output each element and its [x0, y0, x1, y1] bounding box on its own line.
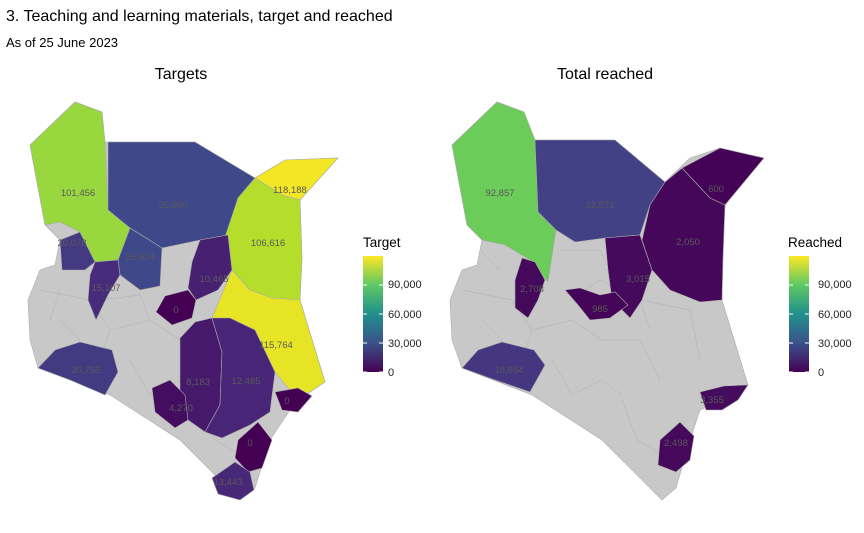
- targets-label: 10,465: [199, 274, 228, 285]
- page-subtitle: As of 25 June 2023: [6, 35, 119, 50]
- reached-region-18654: [461, 341, 546, 393]
- targets-label: 20,078: [57, 238, 86, 249]
- targets-label: 12,485: [231, 376, 260, 387]
- page-title: 3. Teaching and learning materials, targ…: [6, 8, 393, 25]
- targets-region-13443: [211, 461, 255, 501]
- reached-label: 2,050: [676, 237, 700, 248]
- targets-legend-tick: 30,000: [388, 338, 422, 350]
- reached-map: 92,857 22,871 600 2,050 3,015 2,708 985 …: [449, 101, 765, 501]
- targets-label: 0: [247, 438, 252, 449]
- targets-label: 115,764: [259, 340, 293, 351]
- reached-legend-tick: 90,000: [818, 279, 852, 291]
- reached-legend-tick: 0: [818, 367, 824, 379]
- targets-label: 15,107: [91, 283, 120, 294]
- reached-region-2498: [657, 421, 695, 473]
- reached-label: 600: [708, 184, 724, 195]
- reached-region-3355: [699, 384, 749, 411]
- reached-region-92857: [451, 101, 557, 283]
- reached-label: 22,871: [585, 200, 614, 211]
- reached-legend-tick: 30,000: [818, 338, 852, 350]
- targets-label: 25,924: [125, 252, 154, 263]
- reached-region-2708: [514, 257, 546, 319]
- targets-legend-tick: 90,000: [388, 279, 422, 291]
- targets-region-0b: [274, 387, 313, 413]
- reached-label: 2,708: [520, 284, 544, 295]
- targets-label: 0: [173, 305, 178, 316]
- targets-region-20755: [37, 341, 119, 396]
- reached-legend-tick: 60,000: [818, 309, 852, 321]
- targets-region-10465: [187, 234, 233, 301]
- targets-map: 101,456 25,900 118,188 106,616 20,078 25…: [27, 101, 339, 501]
- reached-labels: 92,857 22,871 600 2,050 3,015 2,708 985 …: [485, 184, 723, 449]
- targets-region-4270: [151, 379, 189, 429]
- reached-label: 2,498: [664, 438, 688, 449]
- targets-legend-tick: 0: [388, 367, 394, 379]
- targets-label: 118,188: [273, 185, 307, 196]
- reached-label: 985: [592, 304, 608, 315]
- reached-label: 92,857: [485, 188, 514, 199]
- targets-region-15107: [87, 259, 121, 321]
- targets-legend: Target 90,000 60,000 30,000 0: [363, 235, 422, 379]
- targets-map-title: Targets: [155, 66, 207, 83]
- reached-legend-colorbar: [789, 256, 809, 372]
- reached-label: 18,654: [494, 365, 523, 376]
- targets-region-20078: [59, 231, 96, 271]
- targets-region-0c: [234, 421, 273, 473]
- targets-label: 13,443: [213, 477, 242, 488]
- reached-legend: Reached 90,000 60,000 30,000 0: [788, 235, 852, 379]
- targets-labels: 101,456 25,900 118,188 106,616 20,078 25…: [57, 185, 306, 488]
- targets-legend-title: Target: [363, 235, 401, 250]
- targets-label: 25,900: [158, 200, 187, 211]
- reached-map-title: Total reached: [557, 66, 653, 83]
- targets-legend-tick: 60,000: [388, 309, 422, 321]
- reached-label: 3,355: [700, 395, 724, 406]
- targets-label: 0: [284, 396, 289, 407]
- targets-label: 106,616: [251, 238, 285, 249]
- targets-legend-colorbar: [363, 256, 383, 372]
- targets-label: 4,270: [169, 403, 193, 414]
- reached-legend-title: Reached: [788, 235, 842, 250]
- targets-label: 101,456: [61, 188, 95, 199]
- targets-label: 20,755: [71, 365, 100, 376]
- targets-region-12485: [204, 317, 276, 439]
- targets-region-0a: [155, 289, 197, 326]
- targets-label: 8,183: [186, 377, 210, 388]
- reached-label: 3,015: [626, 274, 650, 285]
- reached-region-985: [564, 287, 629, 321]
